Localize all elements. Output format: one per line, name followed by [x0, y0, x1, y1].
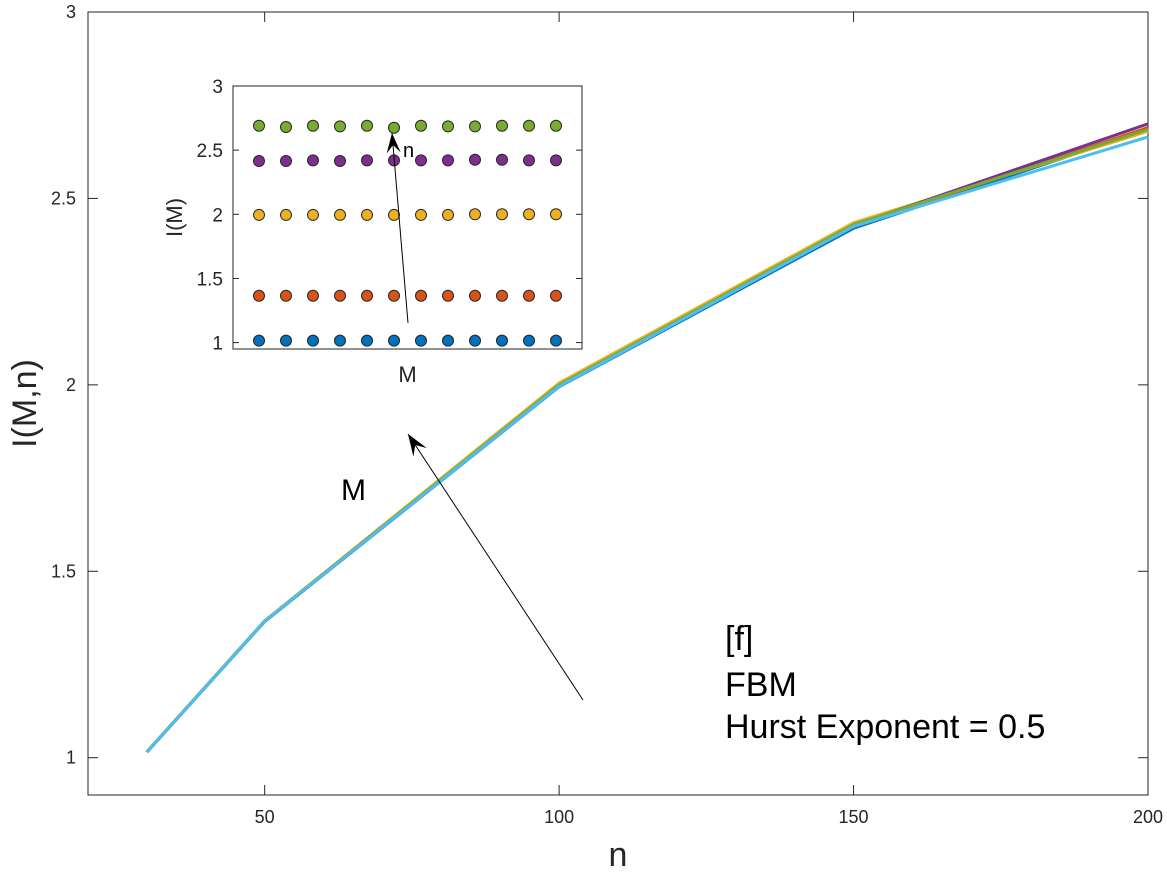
- inset-data-point: [415, 289, 427, 302]
- annotation-panel-tag: [f]: [725, 620, 753, 658]
- inset-data-point: [523, 119, 535, 132]
- inset-data-point: [550, 119, 562, 132]
- inset-data-point: [415, 334, 427, 347]
- inset-data-point: [442, 120, 454, 133]
- inset-data-point: [442, 334, 454, 347]
- inset-data-point: [280, 334, 292, 347]
- inset-data-point: [415, 119, 427, 132]
- inset-data-point: [496, 119, 508, 132]
- inset-data-point: [415, 154, 427, 167]
- inset-y-tick-label: 1.5: [197, 269, 223, 290]
- inset-data-point: [253, 334, 265, 347]
- annotation-hurst: Hurst Exponent = 0.5: [725, 708, 1045, 746]
- n-arrow-head: [386, 133, 401, 154]
- inset-data-point: [442, 208, 454, 221]
- inset-data-point: [469, 153, 481, 166]
- y-axis-label: I(M,n): [6, 359, 44, 448]
- inset-data-point: [415, 208, 427, 221]
- inset-data-point: [388, 208, 400, 221]
- inset-data-point: [307, 334, 319, 347]
- inset-data-point: [280, 121, 292, 134]
- inset-data-point: [550, 334, 562, 347]
- inset-data-point: [253, 155, 265, 168]
- y-tick-label: 2.5: [51, 188, 76, 208]
- main-series-line: [145, 135, 1149, 754]
- y-tick-label: 1: [66, 748, 76, 768]
- inset-data-point: [496, 289, 508, 302]
- inset-axes: 1 1.5 2 2.5 3 M I(M) n: [162, 77, 583, 387]
- n-arrow-label: n: [403, 140, 414, 162]
- inset-y-axis-label: I(M): [162, 198, 187, 237]
- inset-data-point: [334, 208, 346, 221]
- inset-data-point: [361, 289, 373, 302]
- inset-series-group: [253, 119, 562, 347]
- inset-data-point: [361, 334, 373, 347]
- inset-y-tick-label: 3: [212, 77, 223, 98]
- inset-data-point: [307, 208, 319, 221]
- inset-data-point: [469, 289, 481, 302]
- inset-data-point: [388, 121, 400, 134]
- inset-data-point: [280, 155, 292, 168]
- inset-data-point: [523, 334, 535, 347]
- inset-data-point: [253, 208, 265, 221]
- inset-data-point: [361, 154, 373, 167]
- inset-y-tick-label: 2.5: [197, 141, 223, 162]
- y-tick-label: 1.5: [51, 561, 76, 581]
- inset-data-point: [307, 154, 319, 167]
- inset-data-point: [334, 120, 346, 133]
- inset-ticks: 1 1.5 2 2.5 3: [197, 77, 582, 355]
- inset-data-point: [523, 289, 535, 302]
- m-arrow-line: [407, 433, 584, 701]
- inset-data-point: [334, 334, 346, 347]
- inset-data-point: [307, 119, 319, 132]
- inset-data-point: [253, 289, 265, 302]
- y-tick-label: 2: [66, 375, 76, 395]
- inset-data-point: [523, 154, 535, 167]
- inset-data-point: [496, 208, 508, 221]
- annotation-process: FBM: [725, 666, 797, 704]
- inset-data-point: [334, 289, 346, 302]
- inset-data-point: [523, 208, 535, 221]
- y-tick-label: 3: [66, 2, 76, 22]
- inset-data-point: [469, 208, 481, 221]
- inset-data-point: [253, 119, 265, 132]
- inset-data-point: [469, 334, 481, 347]
- inset-data-point: [388, 289, 400, 302]
- x-tick-label: 50: [255, 807, 275, 827]
- inset-data-point: [280, 289, 292, 302]
- inset-data-point: [388, 334, 400, 347]
- inset-data-point: [550, 154, 562, 167]
- inset-data-point: [280, 208, 292, 221]
- n-arrow-line: [391, 132, 409, 324]
- x-tick-label: 100: [544, 807, 574, 827]
- inset-data-point: [550, 208, 562, 221]
- m-arrow-head: [408, 434, 427, 457]
- x-axis-label: n: [609, 836, 628, 874]
- inset-data-point: [496, 334, 508, 347]
- inset-data-point: [307, 289, 319, 302]
- inset-data-point: [334, 155, 346, 168]
- inset-data-point: [361, 208, 373, 221]
- inset-data-point: [496, 153, 508, 166]
- main-ticks: 50 100 150 200 1 1.5 2 2.5 3: [51, 2, 1163, 827]
- x-tick-label: 150: [839, 807, 869, 827]
- x-tick-label: 200: [1133, 807, 1163, 827]
- main-series-group: [145, 122, 1149, 754]
- inset-y-tick-label: 2: [212, 205, 223, 226]
- inset-data-point: [469, 120, 481, 133]
- inset-x-axis-label: M: [398, 362, 416, 387]
- inset-data-point: [442, 154, 454, 167]
- inset-y-tick-label: 1: [212, 334, 223, 355]
- m-arrow-label: M: [341, 474, 366, 507]
- inset-data-point: [442, 289, 454, 302]
- inset-data-point: [550, 289, 562, 302]
- inset-data-point: [361, 119, 373, 132]
